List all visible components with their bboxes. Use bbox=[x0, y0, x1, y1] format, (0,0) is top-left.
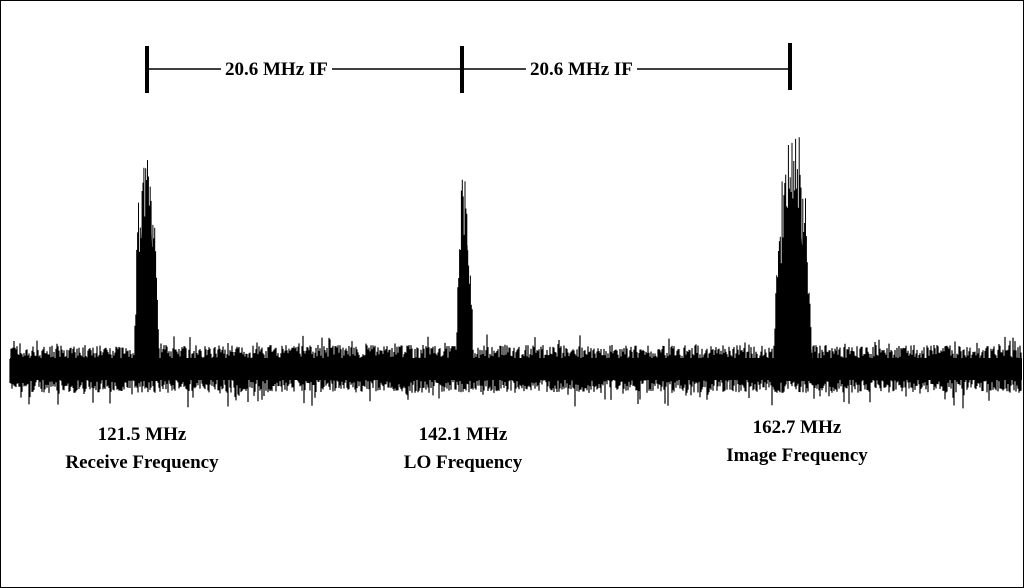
lo-frequency-value: 142.1 MHz bbox=[418, 424, 508, 445]
bracket-tick-image bbox=[788, 43, 792, 90]
if-label-1: 20.6 MHz IF bbox=[221, 59, 332, 81]
image-peak-core bbox=[776, 207, 810, 369]
noise-floor-trace bbox=[9, 334, 1022, 409]
bracket-tick-receive bbox=[145, 46, 149, 93]
receive-peak-core bbox=[136, 216, 157, 369]
lo-frequency-name: LO Frequency bbox=[403, 452, 523, 473]
bracket-tick-lo bbox=[460, 46, 464, 93]
lo-peak-core bbox=[458, 245, 471, 369]
receive-peak bbox=[133, 160, 159, 381]
lo-peak bbox=[455, 179, 473, 381]
image-frequency-value: 162.7 MHz bbox=[752, 417, 842, 438]
receive-frequency-name: Receive Frequency bbox=[65, 452, 219, 473]
lo-frequency-label: 142.1 MHz LO Frequency bbox=[404, 421, 522, 477]
image-peak bbox=[773, 137, 813, 381]
image-frequency-name: Image Frequency bbox=[726, 445, 868, 466]
receive-frequency-label: 121.5 MHz Receive Frequency bbox=[65, 421, 218, 477]
noise-floor-core bbox=[10, 358, 1022, 380]
image-frequency-label: 162.7 MHz Image Frequency bbox=[726, 414, 868, 470]
receive-frequency-value: 121.5 MHz bbox=[97, 424, 187, 445]
if-label-2: 20.6 MHz IF bbox=[526, 59, 637, 81]
